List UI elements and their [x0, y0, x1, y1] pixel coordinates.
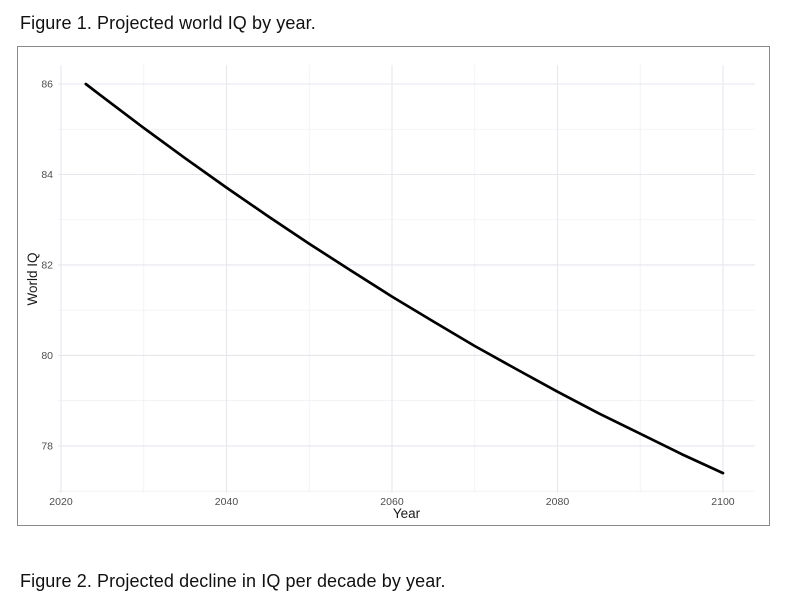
x-tick-label: 2040	[215, 496, 239, 508]
x-tick-label: 2080	[546, 496, 570, 508]
iq-projection-line	[84, 82, 725, 475]
y-tick-label: 78	[41, 440, 53, 452]
figure1-chart-frame: 78 80 82 84 86 2020 2040 2060 2080 2100 Year World …	[17, 46, 770, 526]
figure1-caption: Figure 1. Projected world IQ by year.	[20, 13, 316, 33]
y-tick-label: 80	[41, 350, 53, 362]
y-tick-label: 82	[41, 259, 53, 271]
x-tick-label: 2060	[380, 496, 404, 508]
iq-projection-line-chart: 78 80 82 84 86 2020 2040 2060 2080 2100 Year World …	[25, 65, 755, 521]
y-tick-label: 86	[41, 79, 53, 91]
x-axis-title: Year	[393, 506, 421, 521]
figure2-caption: Figure 2. Projected decline in IQ per de…	[20, 571, 446, 591]
y-axis-title: World IQ	[25, 252, 40, 305]
x-tick-label: 2020	[49, 496, 73, 508]
y-tick-label: 84	[41, 169, 53, 181]
x-tick-label: 2100	[711, 496, 735, 508]
